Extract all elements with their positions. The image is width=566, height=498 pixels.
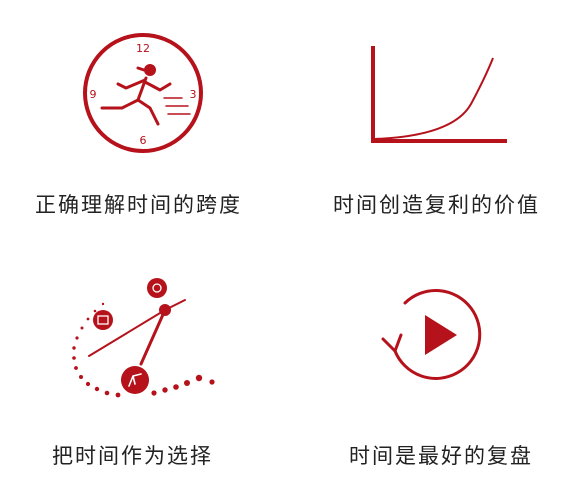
card-time-replay: 时间是最好的复盘 <box>283 249 566 498</box>
replay-cycle-icon <box>381 288 482 380</box>
caption-time-span: 正确理解时间的跨度 <box>35 193 242 217</box>
clock-number-3: 3 <box>190 88 197 101</box>
card-time-choice: 把时间作为选择 <box>0 249 283 498</box>
clock-hands-choice-icon <box>72 278 215 398</box>
clock-number-6: 6 <box>140 134 147 147</box>
card-time-span: 12 3 6 9 正确理解时间的跨度 <box>0 0 283 249</box>
caption-time-choice: 把时间作为选择 <box>52 444 213 468</box>
clock-number-12: 12 <box>136 42 150 55</box>
caption-compound-value: 时间创造复利的价值 <box>333 193 540 217</box>
clock-number-9: 9 <box>90 88 97 101</box>
caption-time-replay: 时间是最好的复盘 <box>349 444 533 468</box>
compound-growth-curve-icon <box>371 46 507 143</box>
clock-running-man-icon: 12 3 6 9 <box>83 33 203 153</box>
card-compound-value: 时间创造复利的价值 <box>283 0 566 249</box>
